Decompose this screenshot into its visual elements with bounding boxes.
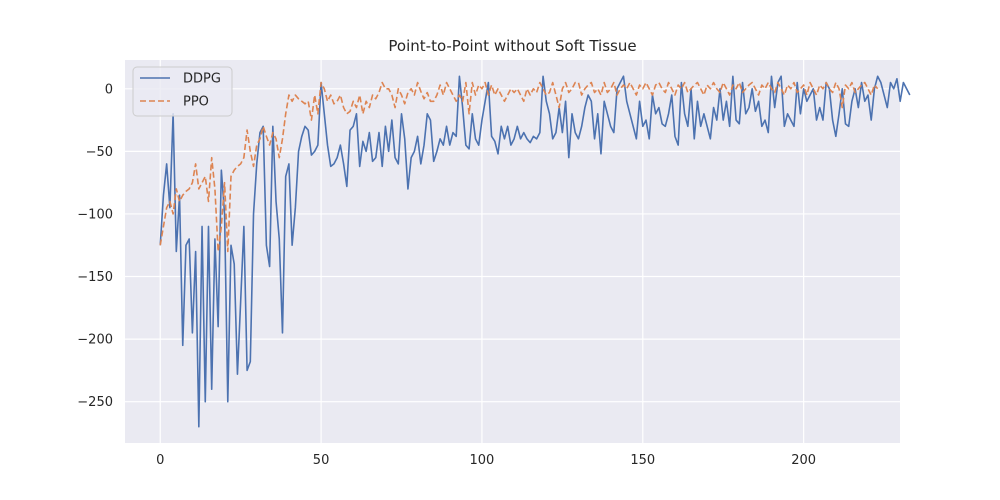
legend: DDPG PPO: [132, 66, 233, 117]
tick-labels: 0 50 100 150 200 0 −50 −100 −150 −200 −250: [77, 82, 816, 468]
y-tick-label: −150: [77, 270, 113, 285]
y-tick-label: −200: [77, 333, 113, 348]
x-tick-label: 50: [313, 453, 330, 468]
y-tick-label: −50: [86, 145, 113, 160]
series-line-ddpg: [159, 75, 911, 428]
y-tick-label: −100: [77, 207, 113, 222]
legend-box: [132, 66, 233, 117]
legend-label-ddpg: DDPG: [183, 72, 221, 87]
x-tick-label: 0: [156, 453, 164, 468]
x-tick-label: 200: [791, 453, 816, 468]
x-tick-label: 100: [470, 453, 495, 468]
legend-label-ppo: PPO: [183, 95, 209, 110]
series-layer: [159, 75, 911, 428]
chart-title: Point-to-Point without Soft Tissue: [388, 37, 636, 55]
plot-area: [125, 60, 900, 443]
x-tick-label: 150: [630, 453, 655, 468]
y-tick-label: 0: [105, 82, 113, 97]
series-line-ppo: [159, 81, 879, 253]
y-tick-label: −250: [77, 395, 113, 410]
